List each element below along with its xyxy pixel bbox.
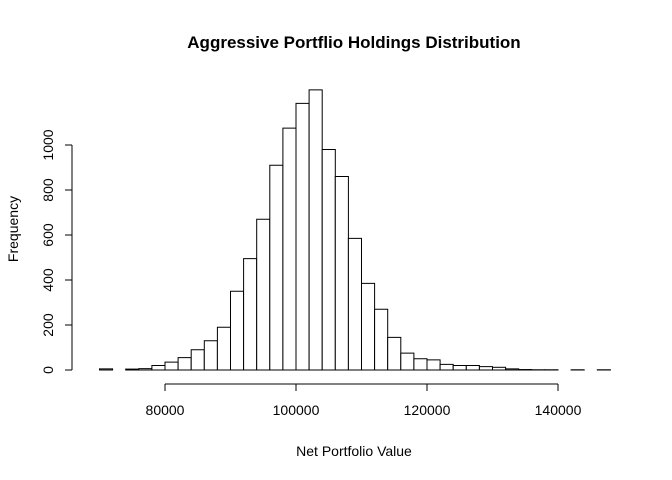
y-axis-label: Frequency [5,196,21,262]
y-tick-label: 800 [40,178,56,202]
x-axis: 80000 100000 120000 140000 [146,383,582,418]
y-tick-label: 0 [40,366,56,374]
histogram-bar [387,336,402,371]
histogram-bar [282,127,297,371]
histogram-bar [361,282,376,371]
histogram-bar [308,89,323,371]
histogram-bar [177,357,192,371]
x-tick-label: 140000 [535,402,582,418]
y-tick-label: 400 [40,268,56,292]
histogram-bar [151,365,166,371]
histogram-bar [374,308,389,371]
histogram-bar [505,368,520,371]
histogram-bar [492,366,507,371]
histogram-bar [190,349,205,371]
histogram-bar [347,237,362,371]
x-tick-label: 120000 [404,402,451,418]
histogram-bar [439,363,454,371]
histogram-bar [452,365,467,371]
histogram-bar [413,358,428,371]
histogram-bar [465,365,480,371]
y-tick-label: 600 [40,223,56,247]
histogram-bar [230,290,245,371]
histogram-bar [269,164,284,371]
histogram-bar [295,102,310,371]
histogram-bar [243,258,258,371]
histogram-bar [321,149,336,371]
x-tick-label: 80000 [146,402,185,418]
histogram-bar [125,368,140,371]
histogram-bar [426,359,441,371]
x-axis-label: Net Portfolio Value [296,443,412,459]
histogram-bar [138,368,153,371]
histogram-bars [99,89,611,371]
histogram-bar [256,218,271,371]
chart-title: Aggressive Portflio Holdings Distributio… [187,33,520,52]
histogram-bar [99,368,114,371]
histogram-bar [400,352,415,371]
histogram-bar [216,326,231,371]
x-tick-label: 100000 [273,402,320,418]
y-tick-label: 200 [40,313,56,337]
histogram-bar [478,366,493,371]
histogram-bar [334,176,349,371]
histogram-bar [164,361,179,371]
histogram-bar [203,340,218,371]
y-axis: 0 200 400 600 800 1000 [40,129,73,374]
y-tick-label: 1000 [40,129,56,160]
